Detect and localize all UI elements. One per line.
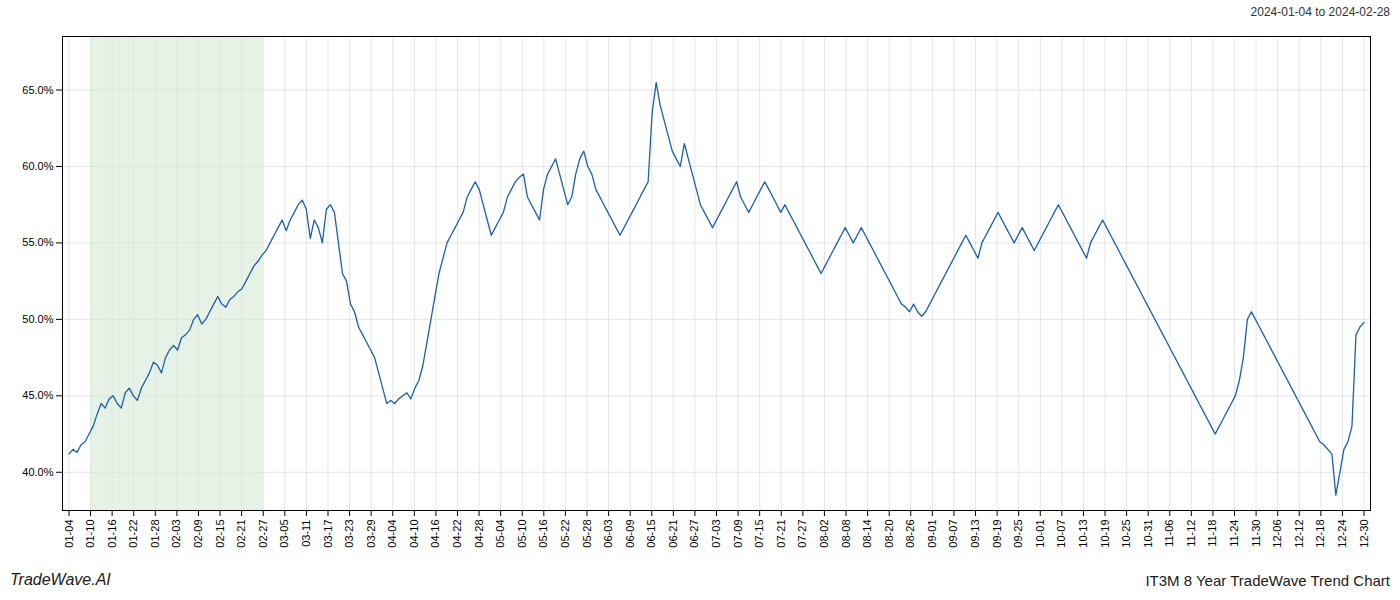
svg-text:01-22: 01-22 [127,520,139,548]
html-text:TradeWave.AI: TradeWave.AI [10,571,111,588]
html-text:IT3M 8 Year TradeWave Trend Ch: IT3M 8 Year TradeWave Trend Chart [1145,571,1390,589]
svg-text:03-29: 03-29 [365,520,377,548]
svg-text:05-04: 05-04 [494,520,506,548]
svg-text:09-19: 09-19 [991,520,1003,548]
svg-text:08-14: 08-14 [861,520,873,548]
svg-text:65.0%: 65.0% [22,84,53,96]
svg-text:03-23: 03-23 [343,520,355,548]
svg-text:07-09: 07-09 [732,520,744,548]
svg-text:09-07: 09-07 [947,520,959,548]
svg-text:45.0%: 45.0% [22,389,53,401]
svg-text:10-19: 10-19 [1099,520,1111,548]
svg-text:01-28: 01-28 [149,520,161,548]
svg-text:11-18: 11-18 [1206,520,1218,547]
svg-text:02-15: 02-15 [214,520,226,548]
svg-text:09-01: 09-01 [926,520,938,548]
svg-text:02-27: 02-27 [257,520,269,548]
svg-text:05-22: 05-22 [559,520,571,548]
svg-text:09-25: 09-25 [1012,520,1024,548]
svg-text:05-28: 05-28 [581,520,593,548]
svg-text:03-17: 03-17 [322,520,334,548]
svg-text:02-03: 02-03 [170,520,182,548]
svg-text:08-26: 08-26 [904,520,916,548]
svg-text:40.0%: 40.0% [22,466,53,478]
svg-text:07-15: 07-15 [753,520,765,548]
svg-text:06-09: 06-09 [624,520,636,548]
svg-text:50.0%: 50.0% [22,313,53,325]
svg-text:08-08: 08-08 [840,520,852,548]
svg-text:11-06: 11-06 [1163,520,1175,547]
svg-text:06-03: 06-03 [602,520,614,548]
svg-text:01-04: 01-04 [62,520,74,548]
svg-text:03-11: 03-11 [300,520,312,547]
svg-text:10-31: 10-31 [1142,520,1154,548]
svg-text:11-12: 11-12 [1185,520,1197,547]
svg-text:12-24: 12-24 [1336,520,1348,548]
svg-text:11-30: 11-30 [1250,520,1262,547]
svg-text:08-02: 08-02 [818,520,830,548]
svg-text:02-21: 02-21 [235,520,247,548]
svg-text:02-09: 02-09 [192,520,204,548]
svg-text:11-24: 11-24 [1228,520,1240,547]
svg-text:06-27: 06-27 [688,520,700,548]
svg-text:08-20: 08-20 [883,520,895,548]
svg-text:01-16: 01-16 [106,520,118,548]
svg-text:09-13: 09-13 [969,520,981,548]
svg-text:10-13: 10-13 [1077,520,1089,548]
svg-text:05-16: 05-16 [537,520,549,548]
svg-text:10-01: 10-01 [1034,520,1046,548]
svg-text:10-25: 10-25 [1120,520,1132,548]
svg-text:05-10: 05-10 [516,520,528,548]
svg-text:01-10: 01-10 [84,520,96,548]
svg-text:04-04: 04-04 [386,520,398,548]
svg-text:04-28: 04-28 [473,520,485,548]
svg-text:10-07: 10-07 [1055,520,1067,548]
html-text:2024-01-04 to 2024-02-28: 2024-01-04 to 2024-02-28 [1250,5,1390,19]
svg-text:12-12: 12-12 [1293,520,1305,548]
svg-text:12-06: 12-06 [1271,520,1283,548]
svg-text:07-03: 07-03 [710,520,722,548]
svg-text:12-18: 12-18 [1314,520,1326,548]
svg-text:06-15: 06-15 [645,520,657,548]
svg-text:07-21: 07-21 [775,520,787,548]
svg-text:60.0%: 60.0% [22,160,53,172]
svg-text:06-21: 06-21 [667,520,679,548]
svg-text:04-16: 04-16 [429,520,441,548]
svg-text:07-27: 07-27 [796,520,808,548]
svg-text:12-30: 12-30 [1358,520,1370,548]
svg-text:55.0%: 55.0% [22,236,53,248]
svg-text:04-10: 04-10 [408,520,420,548]
svg-text:03-05: 03-05 [278,520,290,548]
svg-text:04-22: 04-22 [451,520,463,548]
